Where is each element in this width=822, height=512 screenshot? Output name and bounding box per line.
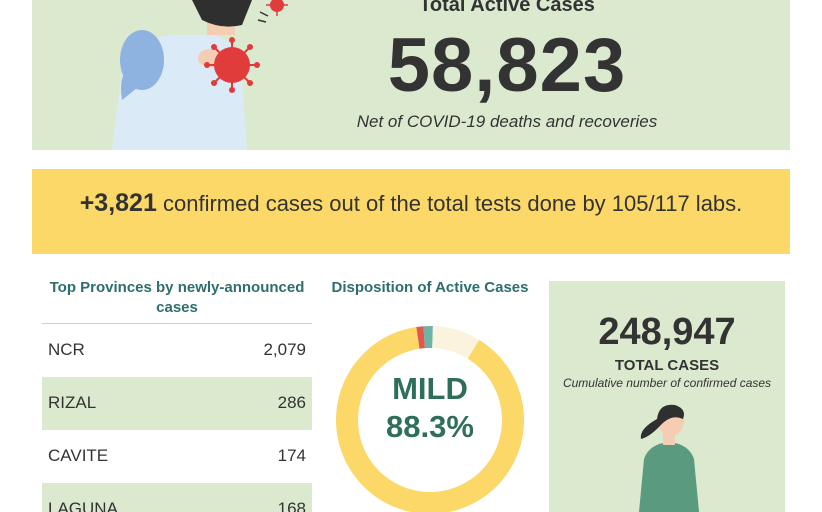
donut-slice-severe bbox=[416, 326, 425, 349]
province-name: LAGUNA bbox=[48, 499, 118, 512]
total-cases-value: 248,947 bbox=[598, 311, 736, 353]
active-cases-title: Total Active Cases bbox=[419, 0, 595, 16]
total-cases-label: TOTAL CASES bbox=[614, 357, 720, 374]
standing-woman-illustration bbox=[639, 404, 699, 512]
new-cases-description: confirmed cases out of the total tests d… bbox=[156, 191, 743, 216]
disposition-title: Disposition of Active Cases bbox=[331, 279, 529, 296]
virus-chest-icon bbox=[204, 37, 260, 93]
donut-center-category: MILD bbox=[392, 371, 468, 406]
province-value: 174 bbox=[277, 446, 306, 465]
province-name: RIZAL bbox=[48, 393, 97, 412]
donut-center-label: MILD 88.3% bbox=[322, 370, 538, 446]
donut-slice-asymptomatic bbox=[432, 326, 480, 359]
province-name: CAVITE bbox=[48, 446, 109, 465]
new-cases-count: +3,821 bbox=[79, 189, 157, 217]
table-row: LAGUNA 168 bbox=[42, 483, 312, 512]
active-cases-subtitle: Net of COVID-19 deaths and recoveries bbox=[356, 112, 658, 131]
coughing-woman-illustration bbox=[112, 0, 288, 150]
province-value: 2,079 bbox=[263, 340, 306, 359]
donut-center-value: 88.3% bbox=[386, 409, 474, 444]
virus-small-icon bbox=[266, 0, 288, 16]
province-value: 286 bbox=[277, 393, 306, 412]
table-row: CAVITE 174 bbox=[42, 430, 312, 483]
total-cases-subtitle: Cumulative number of confirmed cases bbox=[562, 376, 772, 390]
table-row: RIZAL 286 bbox=[42, 377, 312, 430]
new-cases-text: +3,821 confirmed cases out of the total … bbox=[32, 189, 790, 218]
province-name: NCR bbox=[48, 340, 85, 359]
disposition-donut-chart bbox=[336, 326, 524, 512]
donut-slice-critical bbox=[423, 326, 433, 349]
province-value: 168 bbox=[277, 499, 306, 512]
total-cases-box: 248,947 TOTAL CASES Cumulative number of… bbox=[549, 281, 785, 512]
active-cases-banner: Total Active Cases 58,823 Net of COVID-1… bbox=[32, 0, 790, 150]
new-cases-bar: +3,821 confirmed cases out of the total … bbox=[32, 169, 790, 254]
provinces-table: NCR 2,079 RIZAL 286 CAVITE 174 LAGUNA 16… bbox=[42, 323, 312, 512]
active-cases-value: 58,823 bbox=[387, 23, 627, 108]
table-row: NCR 2,079 bbox=[42, 324, 312, 377]
provinces-title: Top Provinces by newly-announced cases bbox=[49, 279, 305, 316]
